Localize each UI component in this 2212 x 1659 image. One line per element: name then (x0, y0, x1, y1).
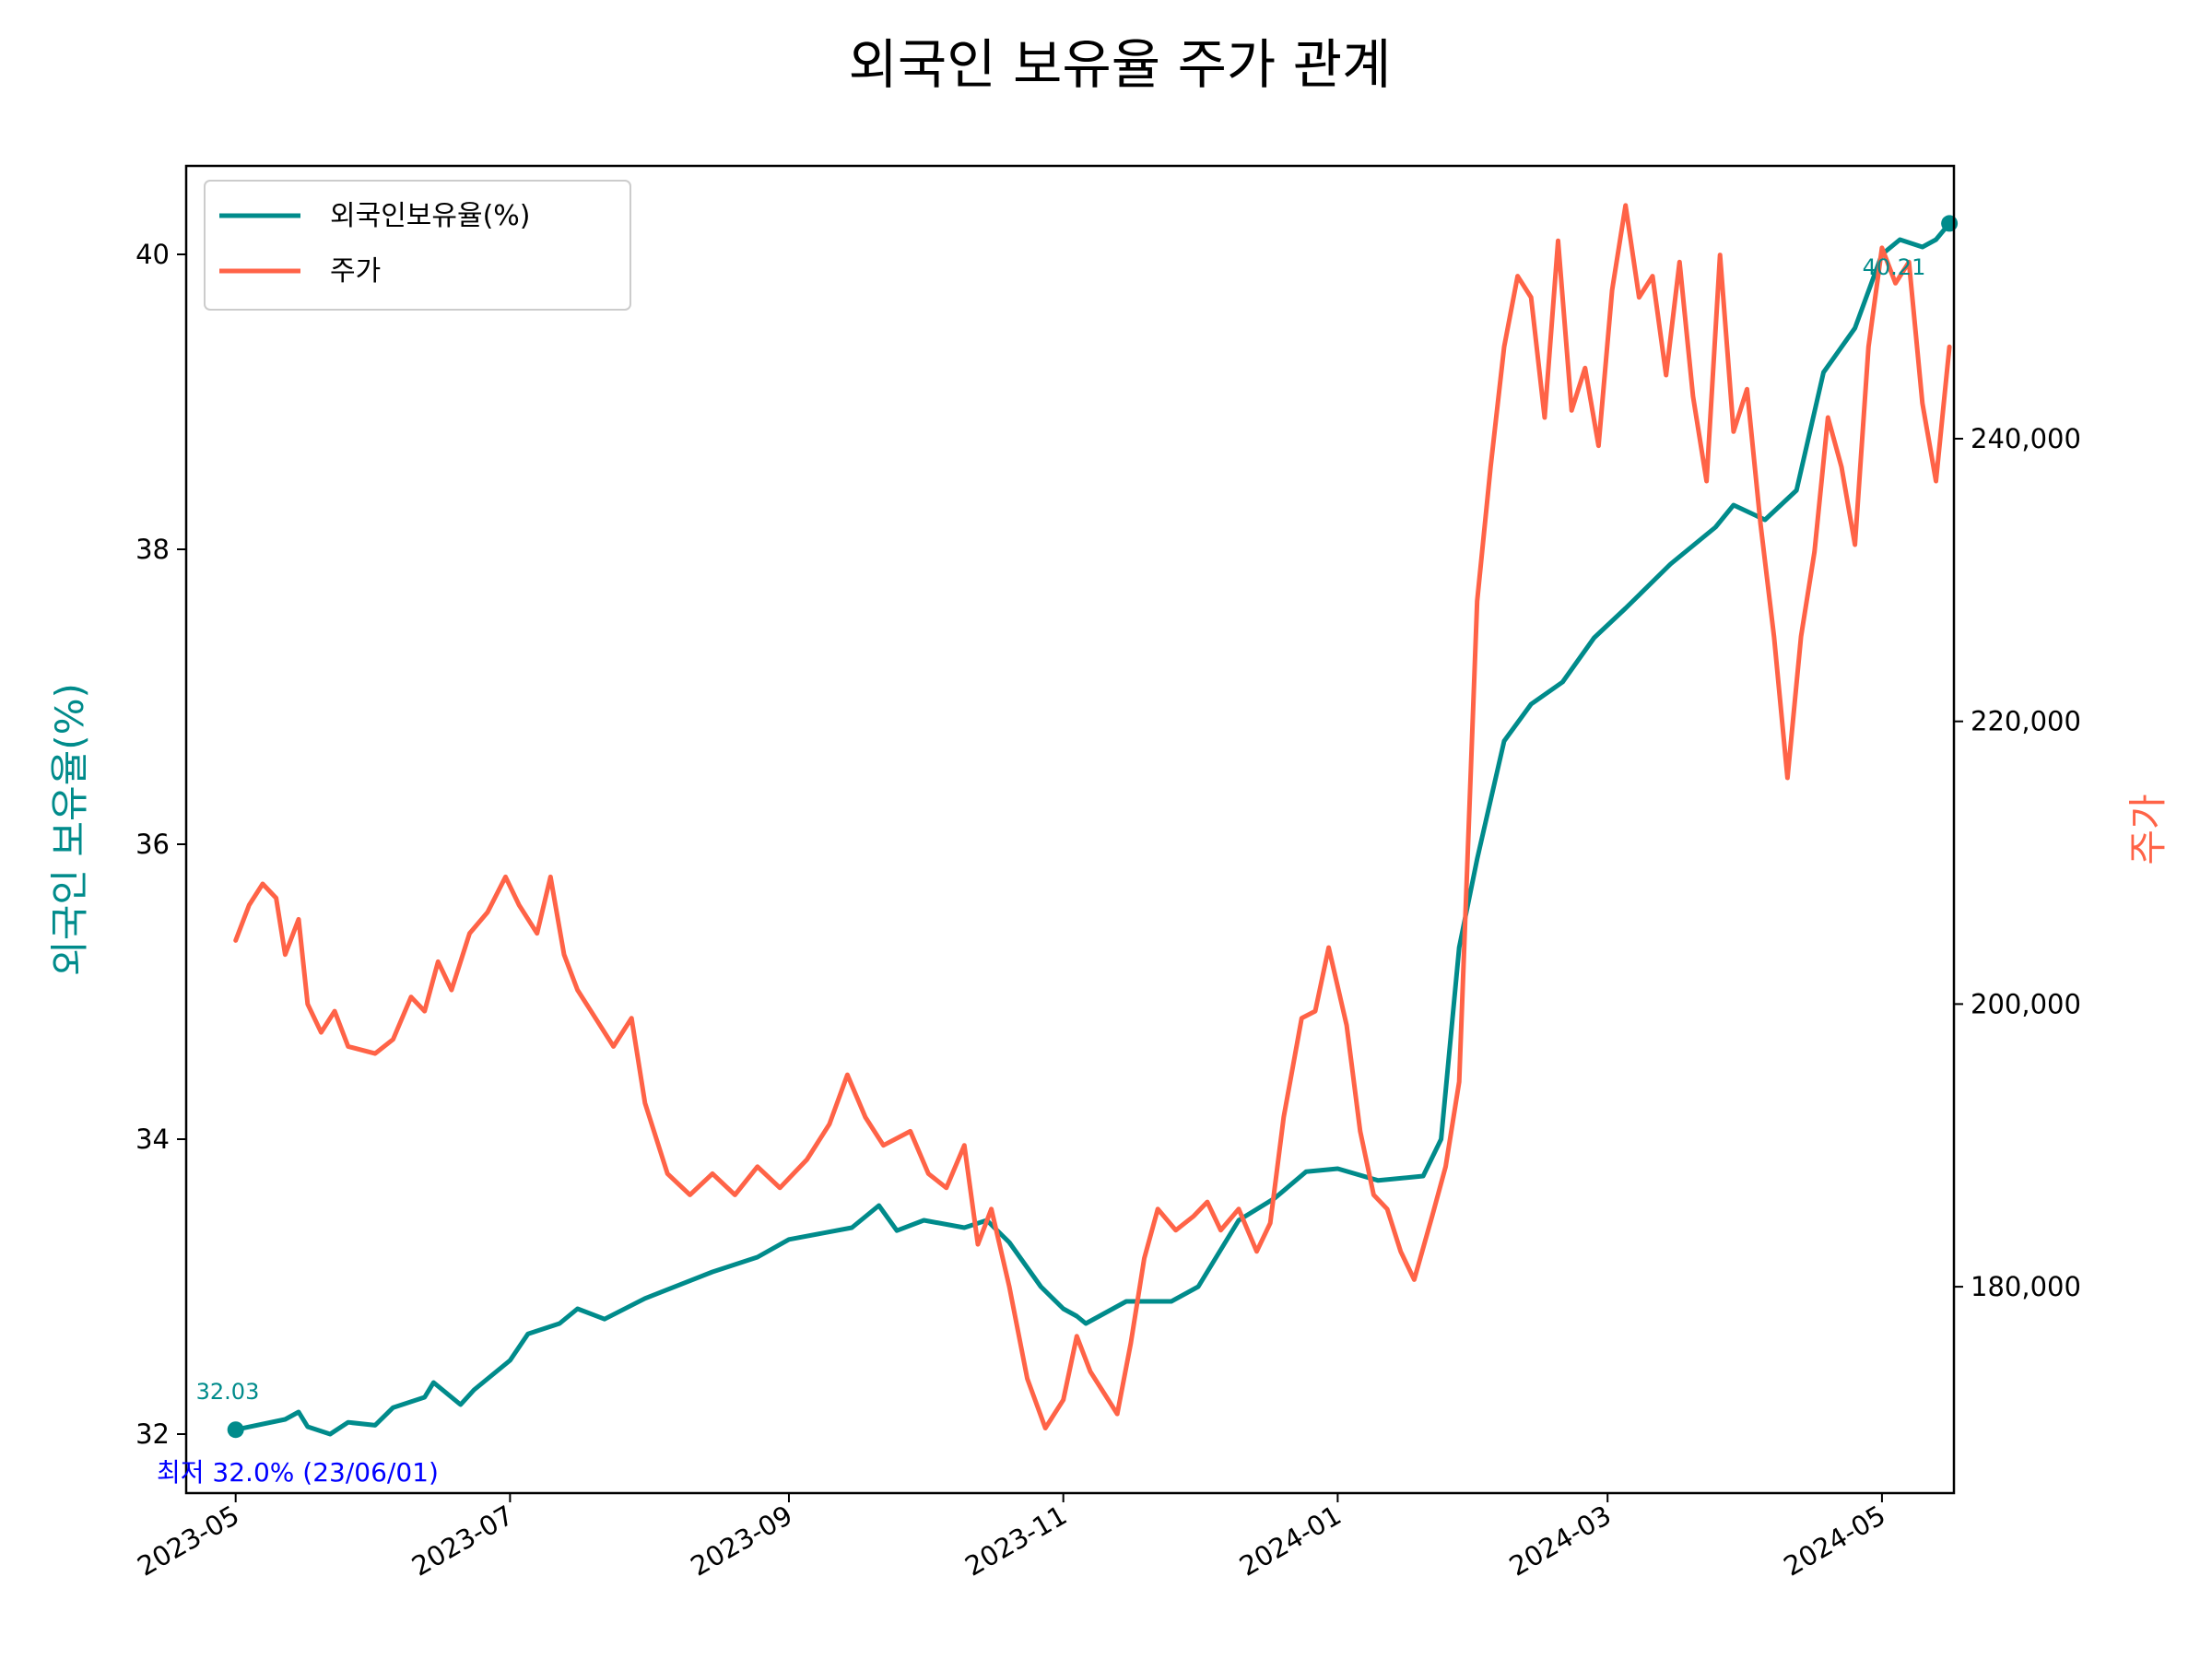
x-tick-label: 2024-03 (1504, 1500, 1617, 1583)
ownership-line (233, 220, 1952, 1437)
legend-box (204, 180, 631, 311)
x-tick-label: 2023-07 (406, 1500, 519, 1583)
x-tick-label: 2024-05 (1778, 1500, 1890, 1583)
price-line (233, 203, 1952, 1430)
x-tick-label: 2024-01 (1234, 1500, 1347, 1583)
x-tick-label: 2023-11 (959, 1500, 1072, 1583)
x-tick-label: 2023-05 (132, 1500, 244, 1583)
y-left-tick-label: 40 (135, 239, 170, 270)
y-axis-left-label: 외국인 보유율(%) (47, 683, 92, 976)
y-right-tick-label: 220,000 (1971, 706, 2081, 737)
series-layer (233, 203, 1952, 1437)
marker-layer (227, 215, 1959, 1439)
y-right-tick-label: 240,000 (1971, 423, 2081, 454)
y-left-tick-label: 32 (135, 1418, 170, 1450)
x-tick-label: 2023-09 (686, 1500, 798, 1583)
chart-title: 외국인 보유율 주가 관계 (849, 33, 1392, 96)
y-left-tick-label: 36 (135, 829, 170, 860)
end-value-label: 40.21 (1863, 254, 1926, 280)
plot-frame (184, 164, 1956, 1495)
min-value-label: 최저 32.0% (23/06/01) (157, 1457, 439, 1488)
start-point-marker (227, 1421, 244, 1439)
legend-label-ownership: 외국인보유율(%) (330, 200, 531, 232)
y-axis-right-label: 주가 (2125, 794, 2171, 865)
start-value-label: 32.03 (196, 1379, 260, 1405)
y-right-tick-label: 180,000 (1971, 1271, 2081, 1302)
y-left-tick-label: 34 (135, 1124, 170, 1155)
legend-label-price: 주가 (330, 255, 381, 288)
y-left-tick-label: 38 (135, 534, 170, 565)
legend: 외국인보유율(%) 주가 (204, 180, 631, 311)
y-right-tick-label: 200,000 (1971, 988, 2081, 1019)
tick-layer: 2023-05 2023-07 2023-09 2023-11 2024-01 2024-… (132, 239, 2081, 1583)
end-point-marker (1941, 215, 1959, 232)
